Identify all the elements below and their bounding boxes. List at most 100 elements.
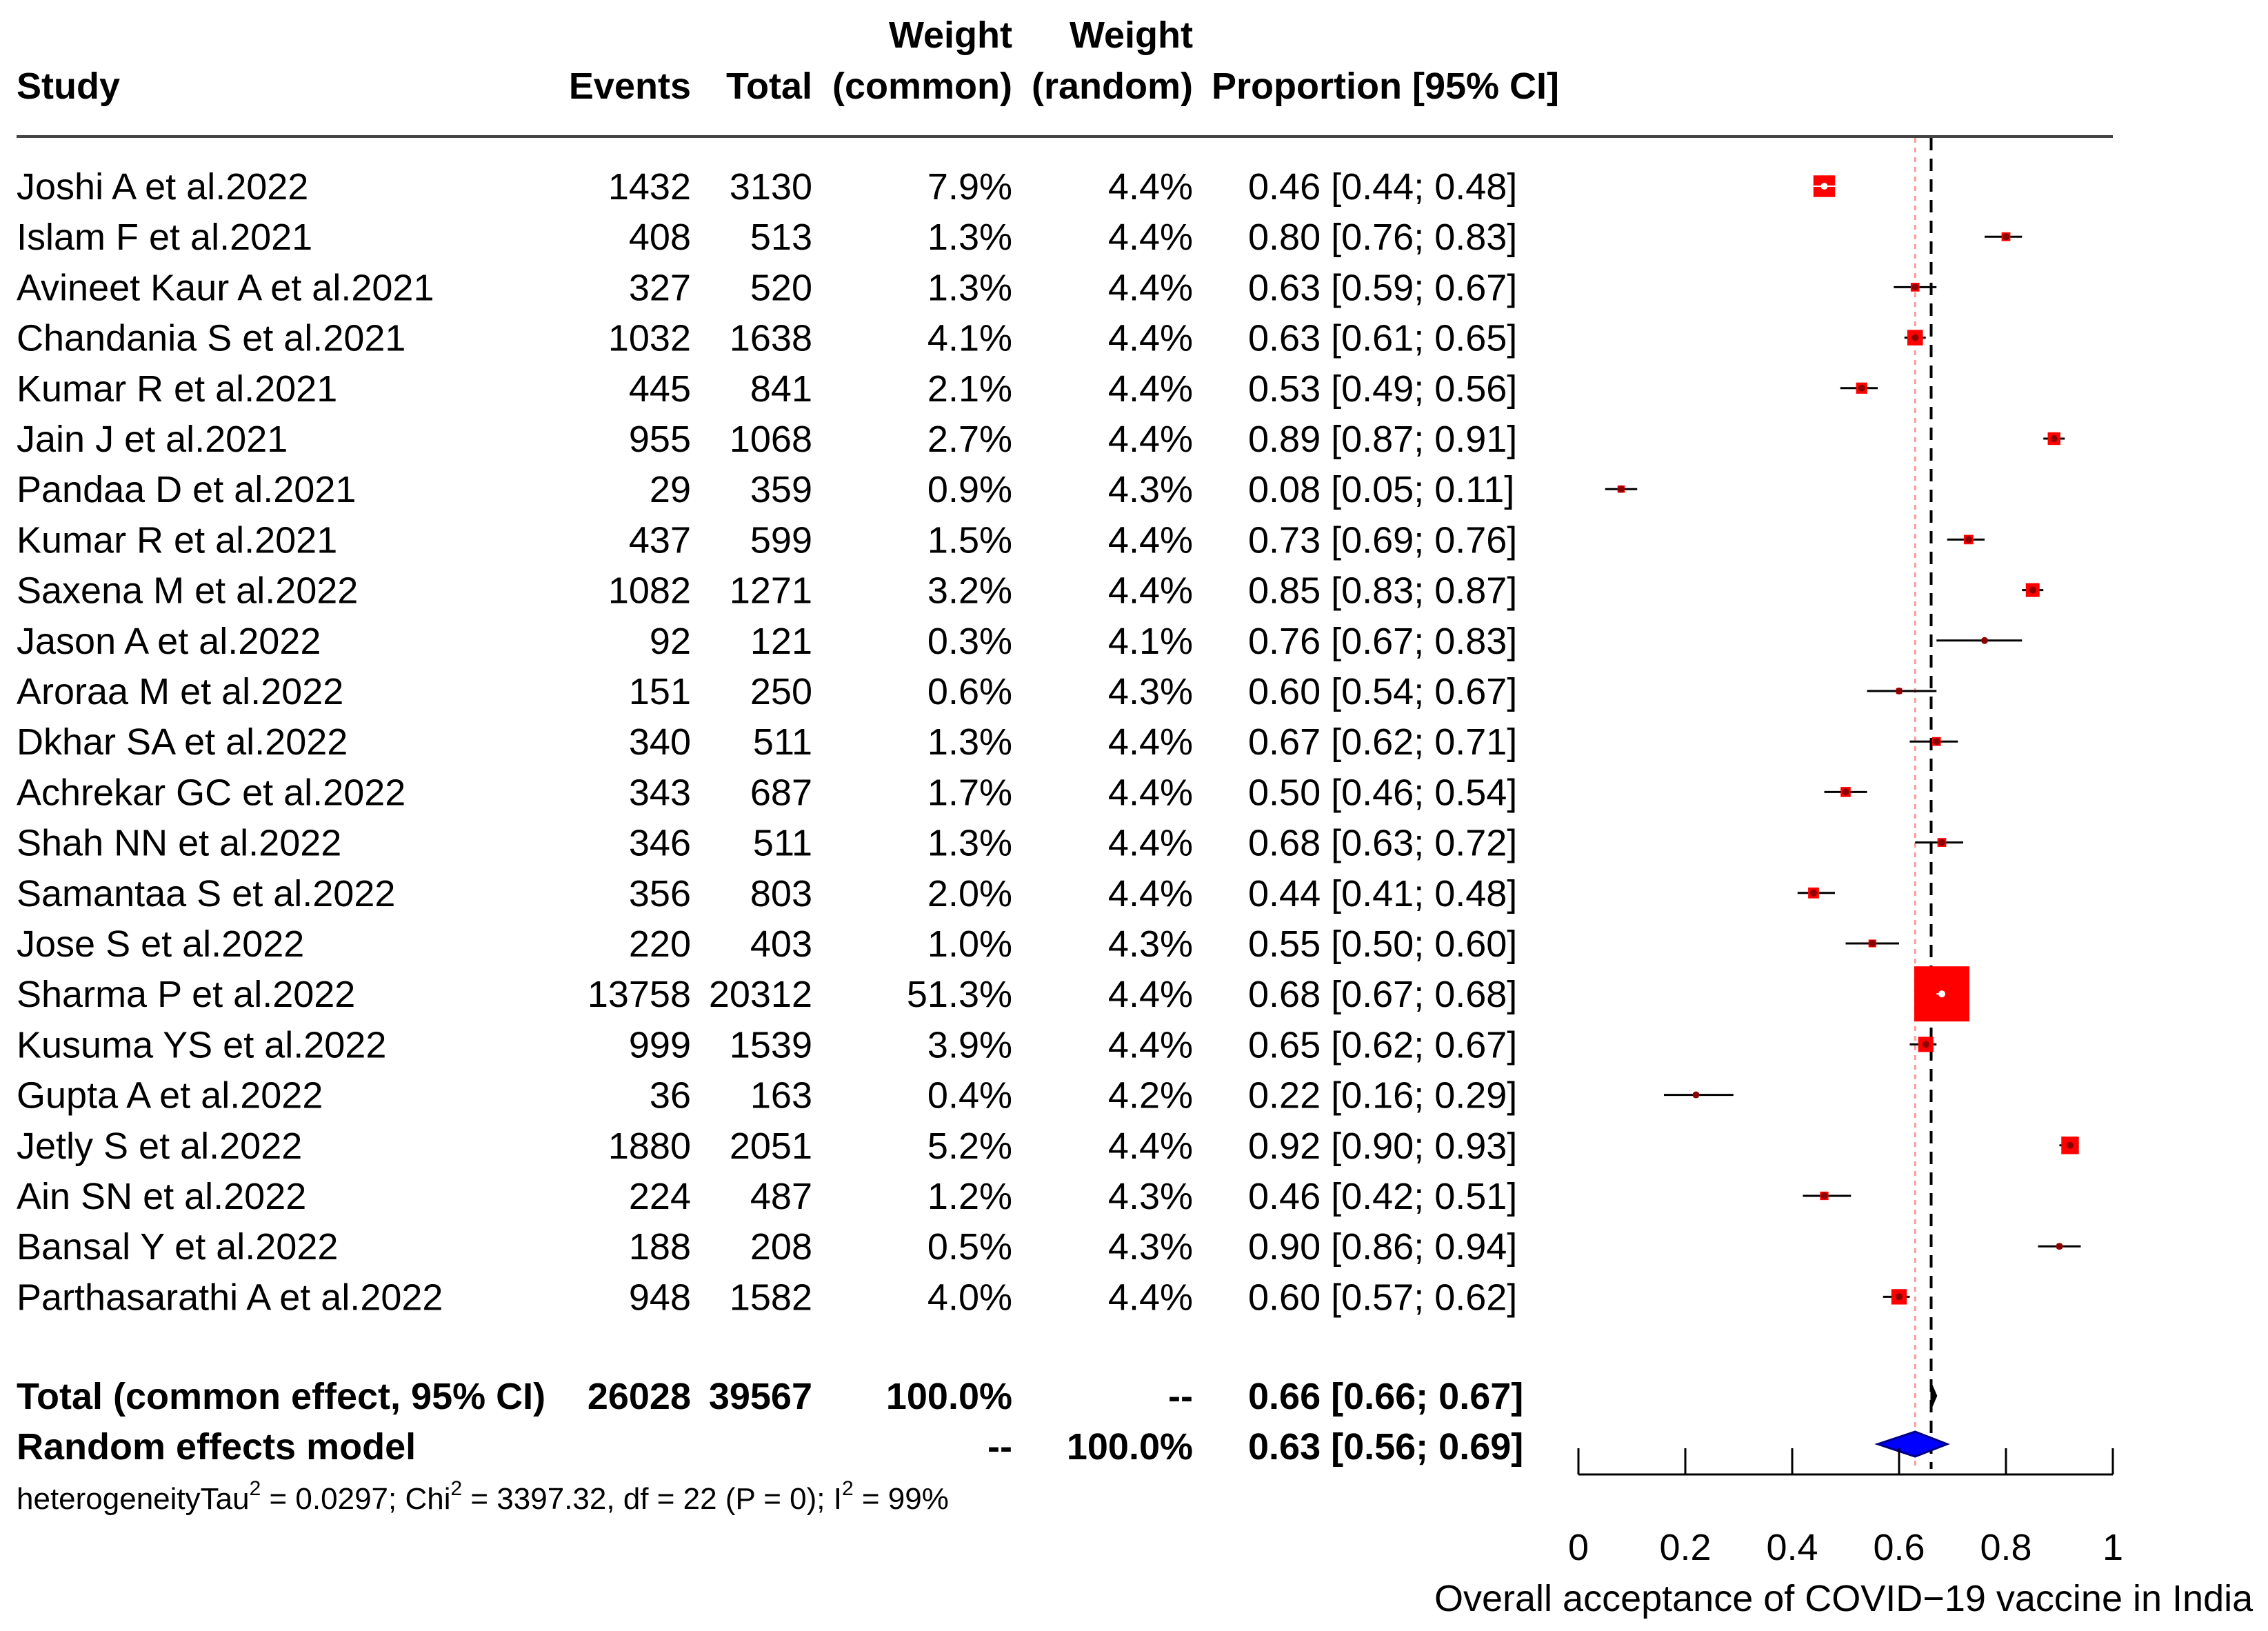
point-estimate (1896, 688, 1903, 694)
x-tick-label: 0.6 (1873, 1527, 1925, 1568)
weight-common-cell: 1.0% (927, 923, 1012, 965)
events-cell: 1082 (608, 570, 691, 612)
x-tick-label: 0.8 (1980, 1527, 2031, 1568)
events-cell: 343 (629, 772, 691, 813)
point-estimate (2003, 233, 2009, 241)
events-cell: 327 (629, 267, 691, 308)
header-weight-random-1: Weight (1070, 14, 1193, 56)
point-estimate (1896, 1293, 1903, 1301)
weight-random-cell: 4.4% (1108, 1277, 1193, 1318)
summary-common-row: Total (common effect, 95% CI) 26028 3956… (17, 1376, 1523, 1417)
header-weight-random-2: (random) (1032, 66, 1193, 107)
study-name: Pandaa D et al.2021 (17, 469, 356, 510)
weight-common-cell: 0.3% (927, 621, 1012, 662)
study-name: Avineet Kaur A et al.2021 (17, 267, 434, 308)
table-row: Kumar R et al.2021 445 841 2.1% 4.4% 0.53 [0.… (17, 368, 1517, 410)
events-cell: 437 (629, 519, 691, 561)
study-marks (1605, 175, 2081, 1305)
proportion-ci-cell: 0.85 [0.83; 0.87] (1248, 570, 1517, 612)
weight-random-cell: 4.3% (1108, 1176, 1193, 1217)
events-cell: 1032 (608, 318, 691, 359)
weight-common-cell: 2.1% (927, 368, 1012, 410)
study-name: Jason A et al.2022 (17, 621, 321, 662)
weight-common-cell: 0.5% (927, 1226, 1012, 1268)
proportion-ci-cell: 0.68 [0.63; 0.72] (1248, 823, 1517, 864)
point-estimate (2029, 586, 2036, 594)
weight-common-cell: 5.2% (927, 1125, 1012, 1167)
header-events: Events (569, 66, 691, 107)
study-name: Chandania S et al.2021 (17, 318, 405, 359)
study-name: Kumar R et al.2021 (17, 368, 337, 410)
summary-random-weight-random: 100.0% (1067, 1426, 1193, 1468)
weight-random-cell: 4.3% (1108, 1226, 1193, 1268)
summary-random-label: Random effects model (17, 1426, 416, 1468)
table-row: Shah NN et al.2022 346 511 1.3% 4.4% 0.68 [0.… (17, 823, 1517, 864)
weight-common-cell: 2.0% (927, 873, 1012, 914)
weight-random-cell: 4.4% (1108, 772, 1193, 813)
total-cell: 1539 (730, 1024, 812, 1065)
weight-common-cell: 1.5% (927, 519, 1012, 561)
summary-random-row: Random effects model -- 100.0% 0.63 [0.5… (17, 1426, 1523, 1468)
point-estimate (2050, 435, 2058, 442)
events-cell: 1432 (608, 166, 691, 208)
proportion-ci-cell: 0.76 [0.67; 0.83] (1248, 621, 1517, 662)
proportion-ci-cell: 0.46 [0.42; 0.51] (1248, 1176, 1517, 1217)
weight-common-cell: 1.2% (927, 1176, 1012, 1217)
study-name: Jain J et al.2021 (17, 419, 288, 460)
total-cell: 841 (750, 368, 812, 410)
study-name: Aroraa M et al.2022 (17, 671, 343, 712)
header-proportion: Proportion [95% CI] (1212, 66, 1559, 107)
summary-common-weight-common: 100.0% (886, 1376, 1012, 1417)
summary-common-weight-random: -- (1168, 1376, 1193, 1417)
events-cell: 999 (629, 1024, 691, 1065)
proportion-ci-cell: 0.67 [0.62; 0.71] (1248, 721, 1517, 763)
summary-common-ci: 0.66 [0.66; 0.67] (1248, 1376, 1523, 1417)
study-name: Jose S et al.2022 (17, 923, 304, 965)
proportion-ci-cell: 0.44 [0.41; 0.48] (1248, 873, 1517, 914)
study-name: Islam F et al.2021 (17, 217, 312, 258)
events-cell: 13758 (588, 974, 691, 1015)
weight-common-cell: 2.7% (927, 419, 1012, 460)
proportion-ci-cell: 0.68 [0.67; 0.68] (1248, 974, 1517, 1015)
weight-common-cell: 4.0% (927, 1277, 1012, 1318)
total-cell: 520 (750, 267, 812, 308)
total-cell: 121 (750, 621, 812, 662)
table-row: Ain SN et al.2022 224 487 1.2% 4.3% 0.46 [0.4… (17, 1176, 1517, 1217)
total-cell: 487 (750, 1176, 812, 1217)
x-tick-label: 1 (2103, 1527, 2123, 1568)
proportion-ci-cell: 0.50 [0.46; 0.54] (1248, 772, 1517, 813)
table-row: Aroraa M et al.2022 151 250 0.6% 4.3% 0.60 [0… (17, 671, 1517, 712)
weight-random-cell: 4.4% (1108, 823, 1193, 864)
total-cell: 163 (750, 1075, 812, 1117)
proportion-ci-cell: 0.90 [0.86; 0.94] (1248, 1226, 1517, 1268)
total-cell: 3130 (730, 166, 812, 208)
weight-random-cell: 4.4% (1108, 519, 1193, 561)
study-name: Sharma P et al.2022 (17, 974, 355, 1015)
common-effect-diamond (1930, 1383, 1938, 1409)
table-row: Kumar R et al.2021 437 599 1.5% 4.4% 0.73 [0.… (17, 519, 1517, 561)
weight-random-cell: 4.3% (1108, 923, 1193, 965)
events-cell: 955 (629, 419, 691, 460)
weight-common-cell: 0.6% (927, 671, 1012, 712)
proportion-ci-cell: 0.60 [0.57; 0.62] (1248, 1277, 1517, 1318)
events-cell: 92 (650, 621, 691, 662)
point-estimate (1820, 183, 1828, 190)
table-row: Samantaa S et al.2022 356 803 2.0% 4.4% 0.44 … (17, 873, 1517, 914)
table-row: Saxena M et al.2022 1082 1271 3.2% 4.4% 0.85 … (17, 570, 1517, 612)
table-row: Bansal Y et al.2022 188 208 0.5% 4.3% 0.90 [0… (17, 1226, 1517, 1268)
weight-random-cell: 4.4% (1108, 570, 1193, 612)
study-name: Kumar R et al.2021 (17, 519, 337, 561)
x-axis: 0 0.2 0.4 0.6 0.8 1 (1568, 1448, 2123, 1568)
weight-random-cell: 4.4% (1108, 166, 1193, 208)
summary-common-label: Total (common effect, 95% CI) (17, 1376, 545, 1417)
point-estimate (2056, 1243, 2063, 1250)
header-study: Study (17, 66, 120, 107)
table-row: Gupta A et al.2022 36 163 0.4% 4.2% 0.22 [0.1… (17, 1075, 1517, 1117)
weight-random-cell: 4.4% (1108, 1125, 1193, 1167)
weight-common-cell: 1.3% (927, 267, 1012, 308)
events-cell: 220 (629, 923, 691, 965)
weight-common-cell: 1.7% (927, 772, 1012, 813)
weight-random-cell: 4.4% (1108, 368, 1193, 410)
table-row: Parthasarathi A et al.2022 948 1582 4.0% 4.4… (17, 1277, 1517, 1318)
table-row: Jetly S et al.2022 1880 2051 5.2% 4.4% 0.92 [… (17, 1125, 1517, 1167)
